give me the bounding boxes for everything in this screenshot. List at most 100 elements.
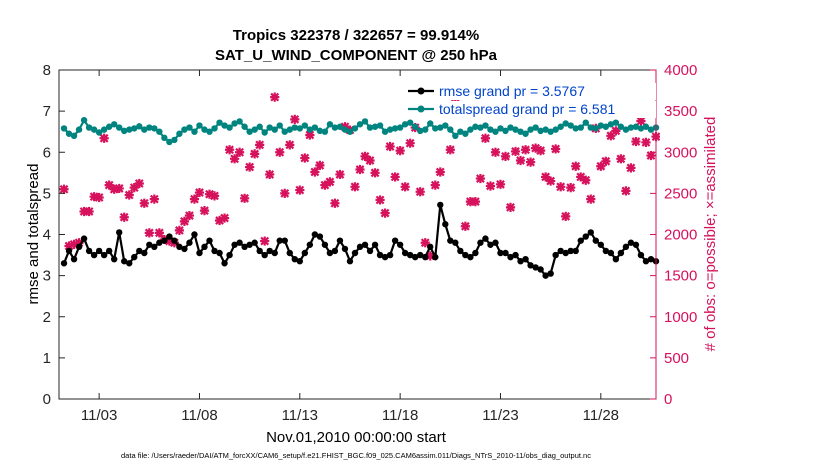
- x-tick-label: 11/23: [482, 407, 518, 424]
- obs-assimilated-point: [109, 184, 119, 194]
- rmse-point: [321, 241, 329, 248]
- totalspread-point: [562, 120, 569, 127]
- obs-assimilated-point: [460, 221, 470, 231]
- rmse-point: [301, 249, 309, 257]
- totalspread-point: [507, 124, 514, 131]
- obs-assimilated-point: [425, 251, 435, 261]
- rmse-point: [527, 262, 534, 269]
- rmse-point: [497, 249, 504, 257]
- totalspread-point: [417, 127, 424, 135]
- totalspread-point: [186, 124, 193, 131]
- obs-assimilated-point: [59, 184, 69, 194]
- rmse-point: [492, 239, 499, 246]
- totalspread-point: [622, 126, 630, 133]
- obs-assimilated-point: [510, 146, 521, 157]
- totalspread-point: [221, 122, 228, 129]
- legend-entry-bg: [406, 83, 656, 100]
- obs-assimilated-point: [515, 155, 526, 166]
- obs-assimilated-point: [370, 168, 380, 178]
- obs-assimilated-point: [636, 116, 646, 126]
- rmse-point: [65, 247, 73, 255]
- obs-assimilated-point: [621, 186, 631, 196]
- obs-assimilated-point: [310, 167, 320, 177]
- totalspread-point: [100, 126, 108, 133]
- rmse-point: [517, 258, 524, 265]
- totalspread-point: [532, 124, 539, 131]
- totalspread-point: [492, 128, 499, 135]
- totalspread-point: [607, 121, 615, 128]
- rmse-point: [191, 231, 198, 238]
- obs-assimilated-point: [219, 213, 230, 223]
- y2-tick-label: 1000: [664, 309, 697, 326]
- rmse-point: [110, 255, 118, 263]
- legend-label-totalspread: totalspread grand pr = 6.581: [439, 101, 616, 117]
- y-tick-label: 5: [43, 185, 51, 202]
- totalspread-point: [136, 123, 143, 130]
- rmse-point: [291, 255, 298, 263]
- rmse-point: [361, 241, 369, 248]
- totalspread-point: [512, 126, 519, 133]
- obs-assimilated-point: [541, 172, 551, 182]
- rmse-point: [346, 258, 354, 265]
- totalspread-point: [261, 129, 268, 136]
- totalspread-point: [331, 124, 339, 131]
- totalspread-series: [0, 116, 660, 146]
- totalspread-point: [0, 129, 3, 135]
- obs-assimilated-point: [430, 180, 440, 190]
- rmse-point: [166, 233, 173, 240]
- rmse-point: [622, 243, 630, 251]
- rmse-point: [567, 247, 574, 255]
- totalspread-point: [406, 119, 414, 126]
- totalspread-point: [552, 126, 559, 133]
- rmse-point: [70, 255, 78, 263]
- rmse-point: [296, 258, 304, 265]
- obs-assimilated-point: [395, 146, 405, 156]
- rmse-point: [196, 249, 203, 257]
- rmse-point: [141, 249, 148, 257]
- obs-assimilated-point: [199, 206, 210, 216]
- obs-assimilated-point: [626, 163, 636, 173]
- rmse-point: [386, 251, 394, 259]
- obs-possible-point: [0, 395, 4, 403]
- totalspread-point: [567, 122, 574, 129]
- rmse-point: [211, 247, 218, 255]
- obs-assimilated-point: [235, 147, 245, 157]
- totalspread-point: [161, 134, 168, 142]
- obs-assimilated-point: [520, 145, 531, 155]
- totalspread-point: [75, 126, 83, 133]
- totalspread-point: [171, 136, 178, 144]
- obs-assimilated-point: [99, 133, 109, 143]
- totalspread-point: [452, 132, 459, 139]
- obs-assimilated-point: [480, 133, 491, 143]
- obs-assimilated-point: [124, 190, 134, 200]
- totalspread-point: [0, 124, 3, 130]
- rmse-point: [95, 247, 103, 255]
- rmse-point: [146, 241, 153, 248]
- totalspread-point: [321, 128, 329, 135]
- totalspread-point: [0, 124, 3, 130]
- totalspread-point: [105, 123, 113, 130]
- obs-assimilated-point: [641, 137, 651, 147]
- rmse-point: [552, 251, 559, 259]
- obs-assimilated-point: [144, 228, 154, 238]
- obs-assimilated-point: [350, 182, 360, 192]
- totalspread-point: [371, 123, 379, 130]
- y-tick-label: 8: [43, 62, 51, 79]
- rmse-point: [221, 260, 228, 267]
- rmse-point: [75, 243, 83, 251]
- y2-tick-label: 500: [664, 350, 689, 367]
- obs-assimilated-point: [270, 92, 280, 102]
- totalspread-point: [131, 125, 138, 132]
- obs-assimilated-point: [355, 164, 365, 175]
- rmse-point: [437, 201, 444, 209]
- totalspread-point: [281, 128, 288, 135]
- rmse-point: [181, 245, 188, 253]
- obs-assimilated-point: [400, 182, 410, 192]
- rmse-point: [401, 249, 409, 257]
- plot-content: [0, 90, 660, 403]
- obs-assimilated-point: [245, 162, 255, 172]
- x-tick-label: 11/28: [583, 407, 619, 424]
- obs-assimilated-point: [300, 153, 310, 163]
- obs-assimilated-point: [255, 140, 265, 150]
- totalspread-point: [241, 123, 248, 130]
